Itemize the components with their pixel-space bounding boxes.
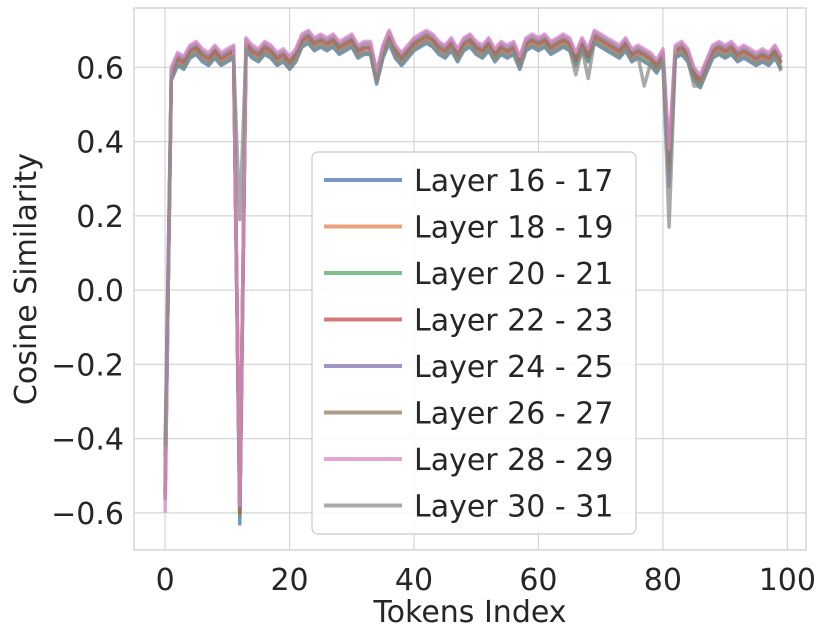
legend-label: Layer 30 - 31 — [414, 490, 613, 525]
legend: Layer 16 - 17 Layer 18 - 19 Layer 20 - 21 L… — [311, 151, 637, 535]
legend-label: Layer 20 - 21 — [414, 257, 613, 292]
y-tick-label: −0.6 — [51, 497, 124, 532]
legend-label: Layer 26 - 27 — [414, 397, 613, 432]
y-tick-label: 0.4 — [76, 126, 124, 161]
series-line — [163, 34, 783, 513]
x-tick-label: 60 — [519, 563, 557, 598]
y-tick-label: −0.2 — [51, 348, 124, 383]
x-tick-label: 40 — [395, 563, 433, 598]
x-tick-label: 100 — [759, 563, 816, 598]
y-tick-label: 0.2 — [76, 200, 124, 235]
y-tick-label: 0.6 — [76, 51, 124, 86]
legend-label: Layer 22 - 23 — [414, 304, 613, 339]
x-tick-label: 80 — [644, 563, 682, 598]
x-axis-label: Tokens Index — [372, 595, 566, 630]
plot-frame — [133, 7, 807, 551]
x-tick-label: 0 — [156, 563, 175, 598]
x-tick-label: 20 — [270, 563, 308, 598]
y-axis-label: Cosine Similarity — [9, 153, 44, 405]
y-tick-label: 0.0 — [76, 274, 124, 309]
legend-label: Layer 16 - 17 — [414, 164, 613, 199]
legend-label: Layer 18 - 19 — [414, 211, 613, 246]
legend-box — [311, 151, 637, 535]
legend-label: Layer 24 - 25 — [414, 350, 613, 385]
legend-label: Layer 28 - 29 — [414, 443, 613, 478]
y-tick-label: −0.4 — [51, 423, 124, 458]
series-line — [163, 39, 783, 447]
tick-labels: 0 20 40 60 80 100 −0.6 −0.4 −0.2 0.0 0.2 0.4 0.6 — [51, 51, 816, 598]
series-line — [163, 28, 783, 513]
series-lines — [163, 28, 783, 526]
